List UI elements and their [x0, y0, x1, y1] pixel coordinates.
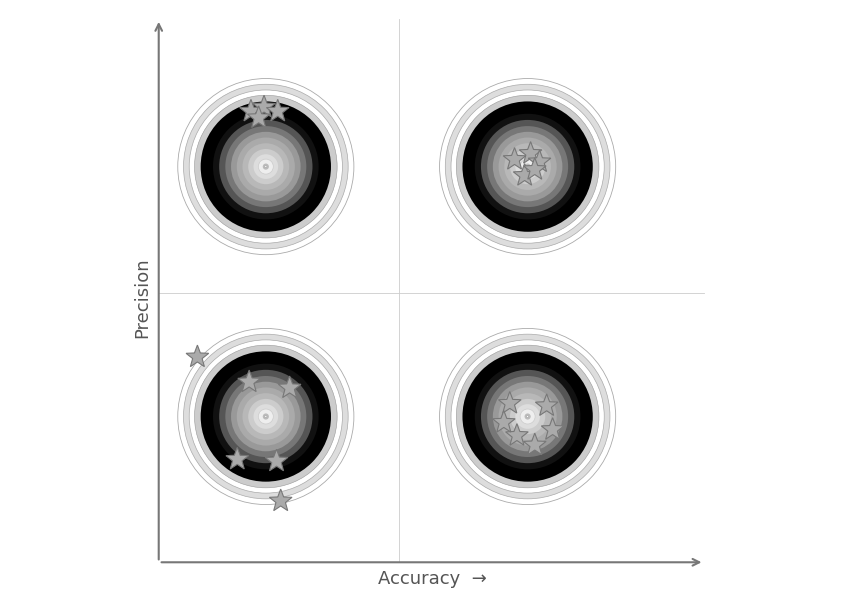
Circle shape	[219, 370, 313, 463]
Circle shape	[258, 159, 274, 174]
Polygon shape	[279, 376, 301, 397]
Polygon shape	[513, 164, 536, 185]
Polygon shape	[269, 489, 292, 511]
Circle shape	[265, 415, 267, 418]
Circle shape	[462, 351, 593, 482]
Circle shape	[248, 399, 284, 434]
Circle shape	[504, 143, 551, 190]
Polygon shape	[529, 150, 551, 171]
Circle shape	[201, 101, 331, 232]
Circle shape	[524, 414, 531, 419]
Text: Precision: Precision	[133, 257, 151, 338]
Circle shape	[468, 358, 587, 475]
Circle shape	[189, 340, 342, 493]
Circle shape	[457, 95, 599, 238]
Circle shape	[527, 165, 529, 168]
Circle shape	[524, 164, 531, 170]
Circle shape	[468, 108, 587, 226]
Circle shape	[242, 143, 289, 190]
Polygon shape	[506, 424, 529, 445]
Circle shape	[446, 84, 610, 249]
Circle shape	[231, 132, 301, 201]
Circle shape	[451, 340, 604, 493]
Text: Accuracy  →: Accuracy →	[378, 570, 487, 588]
Circle shape	[178, 79, 354, 255]
Circle shape	[493, 132, 562, 201]
Circle shape	[263, 414, 268, 419]
Circle shape	[195, 95, 337, 238]
Circle shape	[527, 415, 529, 418]
Polygon shape	[519, 142, 542, 163]
Circle shape	[493, 382, 562, 451]
Circle shape	[440, 79, 616, 255]
Circle shape	[487, 376, 568, 457]
Polygon shape	[523, 158, 546, 179]
Circle shape	[475, 114, 580, 220]
Circle shape	[253, 154, 278, 179]
Polygon shape	[498, 392, 521, 413]
Circle shape	[184, 84, 348, 249]
Circle shape	[207, 358, 325, 475]
Circle shape	[225, 126, 307, 207]
Circle shape	[499, 387, 556, 446]
Circle shape	[263, 164, 268, 170]
Circle shape	[515, 154, 540, 179]
Polygon shape	[240, 99, 263, 121]
Polygon shape	[523, 433, 546, 455]
Circle shape	[231, 382, 301, 451]
Circle shape	[457, 345, 599, 488]
Circle shape	[213, 364, 318, 469]
Circle shape	[475, 364, 580, 469]
Polygon shape	[247, 106, 270, 127]
Circle shape	[462, 101, 593, 232]
Polygon shape	[535, 394, 558, 415]
Circle shape	[440, 328, 616, 505]
Circle shape	[225, 376, 307, 457]
Polygon shape	[492, 411, 515, 432]
Circle shape	[237, 137, 295, 196]
Circle shape	[481, 120, 574, 213]
Circle shape	[219, 120, 313, 213]
Circle shape	[510, 149, 545, 184]
Circle shape	[248, 149, 284, 184]
Circle shape	[487, 126, 568, 207]
Circle shape	[520, 159, 535, 174]
Circle shape	[237, 387, 295, 446]
Circle shape	[242, 393, 289, 440]
Circle shape	[265, 165, 267, 168]
Polygon shape	[265, 449, 288, 471]
Circle shape	[253, 404, 278, 429]
Circle shape	[189, 90, 342, 243]
Circle shape	[446, 334, 610, 499]
Circle shape	[451, 90, 604, 243]
Circle shape	[201, 351, 331, 482]
Circle shape	[184, 334, 348, 499]
Circle shape	[499, 137, 556, 196]
Polygon shape	[226, 447, 248, 469]
Polygon shape	[238, 370, 261, 392]
Circle shape	[510, 399, 545, 434]
Circle shape	[178, 328, 354, 505]
Circle shape	[481, 370, 574, 463]
Polygon shape	[267, 99, 289, 121]
Polygon shape	[252, 95, 275, 117]
Circle shape	[213, 114, 318, 220]
Circle shape	[207, 108, 325, 226]
Polygon shape	[503, 148, 526, 169]
Circle shape	[258, 409, 274, 424]
Circle shape	[520, 409, 535, 424]
Polygon shape	[186, 345, 208, 367]
Circle shape	[504, 393, 551, 440]
Polygon shape	[541, 418, 564, 439]
Circle shape	[195, 345, 337, 488]
Circle shape	[515, 404, 540, 429]
